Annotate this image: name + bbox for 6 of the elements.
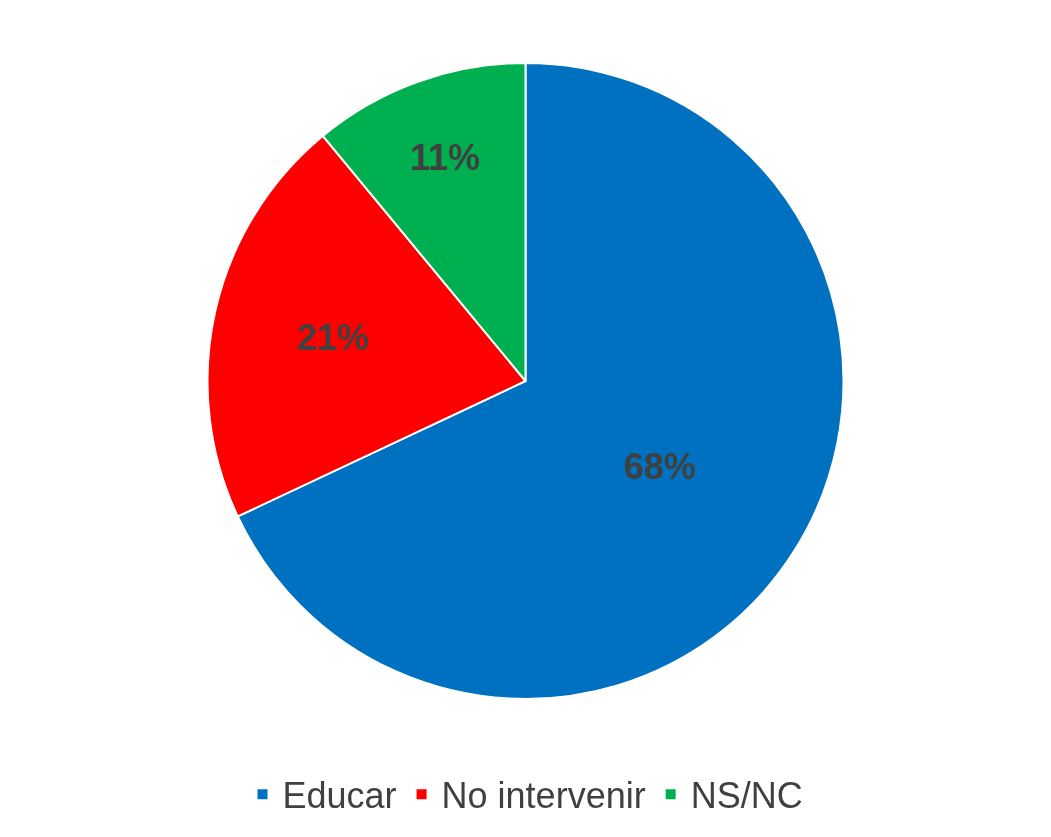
data-label: 68%	[623, 445, 696, 487]
legend-label: Educar	[282, 775, 397, 817]
legend-label: No intervenir	[441, 775, 646, 817]
data-label: 21%	[297, 317, 370, 359]
legend-label: NS/NC	[690, 775, 803, 817]
data-label: 11%	[410, 137, 481, 179]
